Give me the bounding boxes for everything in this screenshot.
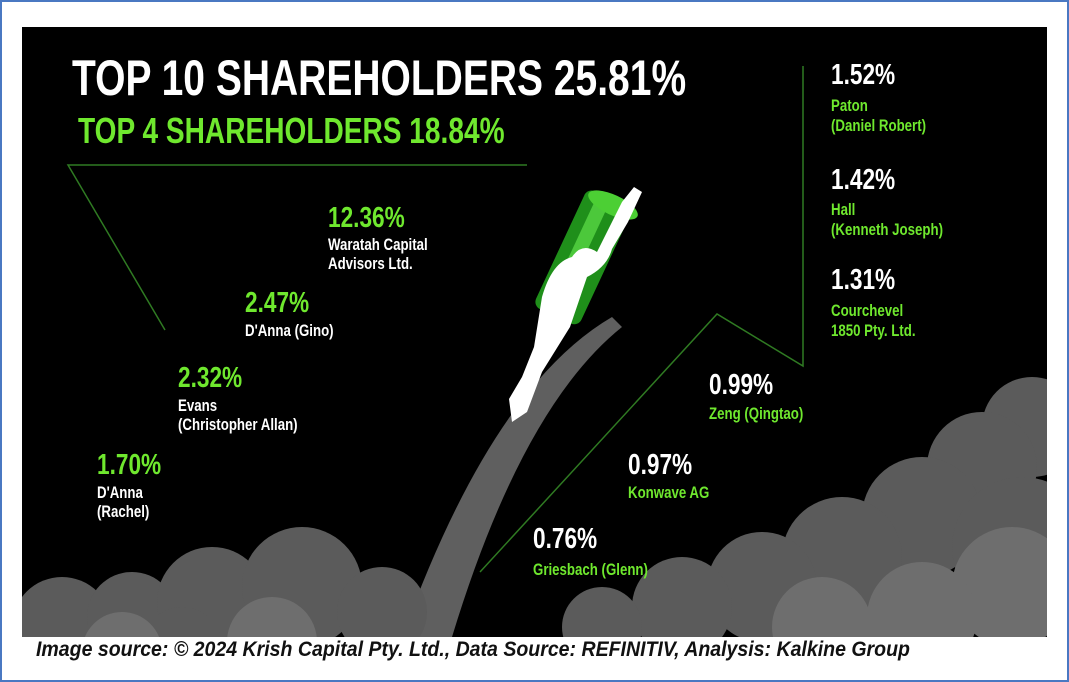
shareholder-percent: 0.97% [628, 449, 693, 481]
shareholder-name: 1850 Pty. Ltd. [831, 321, 916, 340]
shareholder-name: (Rachel) [97, 502, 150, 521]
shareholder-name: Evans [178, 396, 218, 415]
smoke-trail [402, 317, 622, 637]
shareholder-percent: 1.52% [831, 59, 896, 91]
shareholder-percent: 0.99% [709, 369, 774, 401]
shareholder-name: Zeng (Qingtao) [709, 404, 804, 423]
shareholder-name: D'Anna [97, 483, 143, 502]
shareholder-name: Hall [831, 200, 856, 219]
guide-lines [66, 66, 804, 573]
shareholder-name: Griesbach (Glenn) [533, 560, 648, 579]
shareholder-percent: 1.42% [831, 164, 896, 196]
shareholder-percent: 1.70% [97, 449, 162, 481]
shareholder-name: (Daniel Robert) [831, 116, 927, 135]
shareholder-name: Konwave AG [628, 483, 710, 502]
subtitle: TOP 4 SHAREHOLDERS 18.84% [78, 110, 505, 151]
shareholder-percent: 12.36% [328, 202, 405, 234]
shareholder-percent: 2.32% [178, 362, 243, 394]
image-caption: Image source: © 2024 Krish Capital Pty. … [36, 638, 910, 661]
shareholder-name: Waratah Capital [328, 235, 428, 254]
shareholder-name: Paton [831, 96, 868, 115]
shareholder-percent: 2.47% [245, 287, 310, 319]
page-title: TOP 10 SHAREHOLDERS 25.81% [72, 50, 687, 106]
shareholder-name: D'Anna (Gino) [245, 321, 334, 340]
clouds-front [84, 527, 1047, 637]
shareholder-name: (Kenneth Joseph) [831, 220, 943, 239]
clouds-left [22, 527, 427, 637]
flying-person-icon [509, 187, 642, 422]
shareholder-name: (Christopher Allan) [178, 415, 298, 434]
shareholder-percent: 0.76% [533, 523, 598, 555]
shareholder-name: Advisors Ltd. [328, 254, 413, 273]
shareholder-percent: 1.31% [831, 264, 896, 296]
infographic-panel: TOP 10 SHAREHOLDERS 25.81% TOP 4 SHAREHO… [22, 27, 1047, 637]
left-guide-line [66, 164, 527, 331]
shareholder-name: Courchevel [831, 301, 904, 320]
infographic-artwork [22, 66, 1047, 637]
right-guide-line [479, 66, 804, 573]
